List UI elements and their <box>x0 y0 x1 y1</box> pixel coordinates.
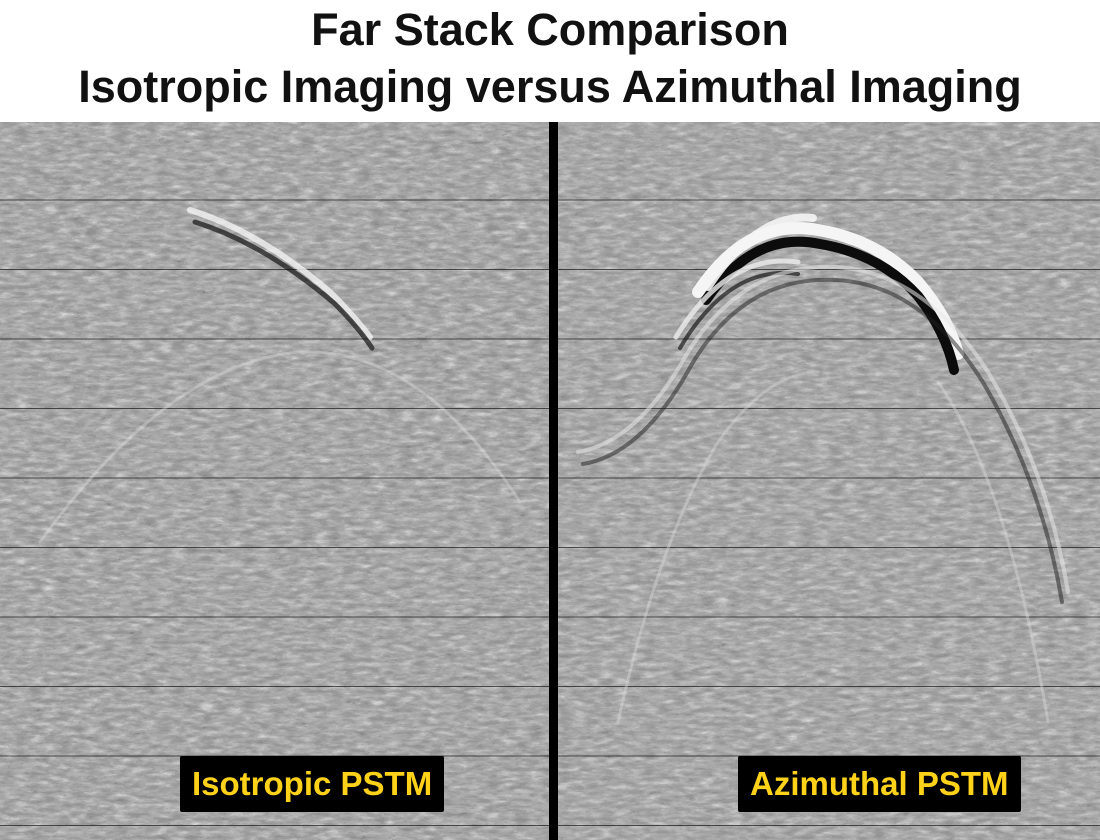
isotropic-seismic-panel: Isotropic PSTM <box>0 122 549 840</box>
title-line-1: Far Stack Comparison <box>311 4 789 55</box>
azimuthal-pstm-label: Azimuthal PSTM <box>738 756 1021 812</box>
title-line-2: Isotropic Imaging versus Azimuthal Imagi… <box>78 61 1022 112</box>
figure-title: Far Stack Comparison Isotropic Imaging v… <box>0 0 1100 122</box>
isotropic-pstm-label: Isotropic PSTM <box>180 756 445 812</box>
isotropic-seismic-image <box>0 122 549 840</box>
azimuthal-seismic-image <box>558 122 1100 840</box>
azimuthal-seismic-panel: Azimuthal PSTM <box>558 122 1100 840</box>
panel-divider <box>549 122 558 840</box>
